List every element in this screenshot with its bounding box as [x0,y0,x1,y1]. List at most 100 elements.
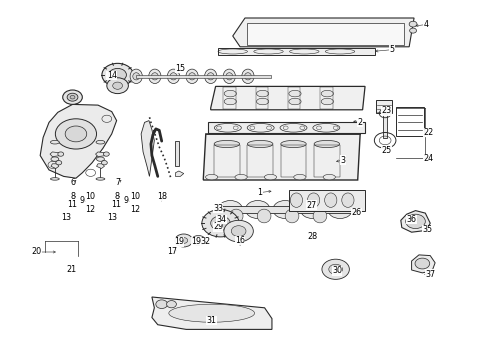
Circle shape [406,214,425,229]
Ellipse shape [205,69,217,84]
Ellipse shape [169,304,255,322]
Circle shape [224,220,253,242]
Ellipse shape [50,140,59,144]
Ellipse shape [133,73,140,80]
Text: 30: 30 [332,266,342,275]
Polygon shape [40,104,117,178]
Ellipse shape [247,140,273,148]
Text: 3: 3 [341,156,345,165]
Ellipse shape [229,209,243,223]
Circle shape [415,258,430,269]
Ellipse shape [206,175,218,180]
Circle shape [301,29,311,36]
Text: 26: 26 [352,208,362,217]
Circle shape [275,29,285,36]
Text: 20: 20 [32,248,42,256]
Polygon shape [50,152,61,157]
Ellipse shape [294,175,306,180]
Polygon shape [233,18,414,47]
Polygon shape [51,164,59,168]
Bar [320,87,333,109]
Bar [247,145,273,177]
Text: 31: 31 [207,316,217,325]
Ellipse shape [223,69,236,84]
Text: 7: 7 [115,179,120,188]
Bar [223,87,236,109]
Ellipse shape [207,73,214,80]
Circle shape [352,29,362,36]
Polygon shape [412,255,435,273]
Text: 32: 32 [201,238,211,247]
Text: 8: 8 [70,192,75,201]
Text: 36: 36 [407,215,416,224]
Circle shape [410,28,416,33]
Ellipse shape [226,73,233,80]
Ellipse shape [151,73,158,80]
Bar [281,145,306,177]
Circle shape [211,216,230,230]
Text: 15: 15 [175,64,185,73]
Polygon shape [203,134,360,180]
Ellipse shape [257,90,269,97]
Bar [376,100,392,113]
Polygon shape [141,121,154,176]
Text: 13: 13 [107,213,117,222]
Circle shape [107,78,128,94]
Text: 34: 34 [217,215,226,224]
Circle shape [409,21,417,27]
Text: 5: 5 [390,45,394,54]
Ellipse shape [289,98,301,105]
Text: 22: 22 [424,128,434,137]
Text: 29: 29 [213,222,223,231]
Ellipse shape [289,90,301,97]
Text: 28: 28 [308,233,318,242]
Ellipse shape [281,140,306,148]
Ellipse shape [186,69,198,84]
Polygon shape [96,152,106,157]
Ellipse shape [149,69,161,84]
Bar [214,145,240,177]
Polygon shape [152,297,272,329]
Polygon shape [175,171,184,176]
Ellipse shape [265,175,277,180]
Ellipse shape [63,90,82,104]
Text: 33: 33 [213,204,223,212]
Ellipse shape [58,152,64,156]
Ellipse shape [56,161,62,165]
Circle shape [322,259,349,279]
Polygon shape [401,211,430,232]
Bar [256,87,268,109]
Ellipse shape [224,98,236,105]
Circle shape [245,201,270,219]
Bar [289,190,365,211]
Circle shape [175,234,193,247]
Circle shape [231,226,246,237]
Circle shape [329,264,343,274]
Ellipse shape [245,73,251,80]
Circle shape [218,201,243,219]
Ellipse shape [168,69,180,84]
Ellipse shape [285,209,299,223]
Text: 19: 19 [174,238,184,247]
Ellipse shape [313,209,327,223]
Ellipse shape [257,209,271,223]
Circle shape [326,29,336,36]
Text: 25: 25 [381,146,391,155]
Circle shape [113,82,122,89]
Ellipse shape [97,157,104,161]
Circle shape [202,210,239,237]
Text: 8: 8 [114,192,119,201]
Ellipse shape [50,178,59,180]
Ellipse shape [242,69,254,84]
Circle shape [328,201,352,219]
Ellipse shape [321,90,333,97]
Circle shape [192,235,205,246]
Ellipse shape [342,193,354,207]
Text: 2: 2 [358,118,363,127]
Ellipse shape [321,98,333,105]
Ellipse shape [130,69,143,84]
Ellipse shape [290,193,303,207]
Circle shape [65,126,87,142]
Ellipse shape [170,73,177,80]
Circle shape [377,29,387,36]
